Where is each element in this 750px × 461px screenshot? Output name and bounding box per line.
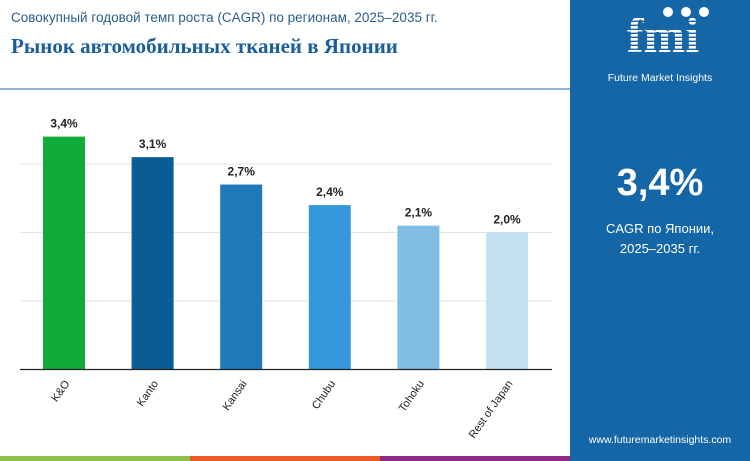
stripe-purple xyxy=(380,456,570,461)
data-label: 3,4% xyxy=(50,117,78,131)
stripe-green xyxy=(0,456,190,461)
x-tick-label: Rest of Japan xyxy=(467,378,516,440)
data-label: 2,7% xyxy=(228,165,256,179)
x-tick-label: Kanto xyxy=(135,378,161,408)
x-tick-label: Chubu xyxy=(310,378,338,411)
chart-title: Рынок автомобильных тканей в Японии xyxy=(11,34,398,58)
website-link[interactable]: www.futuremarketinsights.com xyxy=(588,434,732,446)
fmi-logo: fmi xyxy=(627,7,709,63)
highlight-caption: CAGR по Японии, 2025–2035 гг. xyxy=(605,221,715,256)
x-tick-label: Kansai xyxy=(221,378,250,412)
highlight-value: 3,4% xyxy=(616,162,704,204)
bar xyxy=(308,205,351,370)
data-label: 2,1% xyxy=(405,206,433,220)
stripe-orange xyxy=(190,456,380,461)
bar-chart: 3,4% K&O 3,1% Kanto 2,7% Kansai 2,4% Chubu 2,1% T… xyxy=(20,117,552,441)
x-tick-label: K&O xyxy=(49,378,72,404)
chart-subtitle: Совокупный годовой темп роста (CAGR) по … xyxy=(11,10,438,25)
data-label: 2,4% xyxy=(316,185,344,199)
divider xyxy=(0,88,570,90)
logo-caption: Future Market Insights xyxy=(607,72,713,84)
bar xyxy=(486,232,528,370)
bar xyxy=(397,225,440,370)
sidebar-panel: Future Market Insights 3,4% CAGR по Япон… xyxy=(570,0,750,461)
x-tick-label: Tohoku xyxy=(397,378,427,414)
bar xyxy=(43,136,85,370)
bar xyxy=(131,157,174,370)
data-label: 2,0% xyxy=(493,213,521,227)
bar xyxy=(220,184,263,370)
data-label: 3,1% xyxy=(139,137,167,151)
